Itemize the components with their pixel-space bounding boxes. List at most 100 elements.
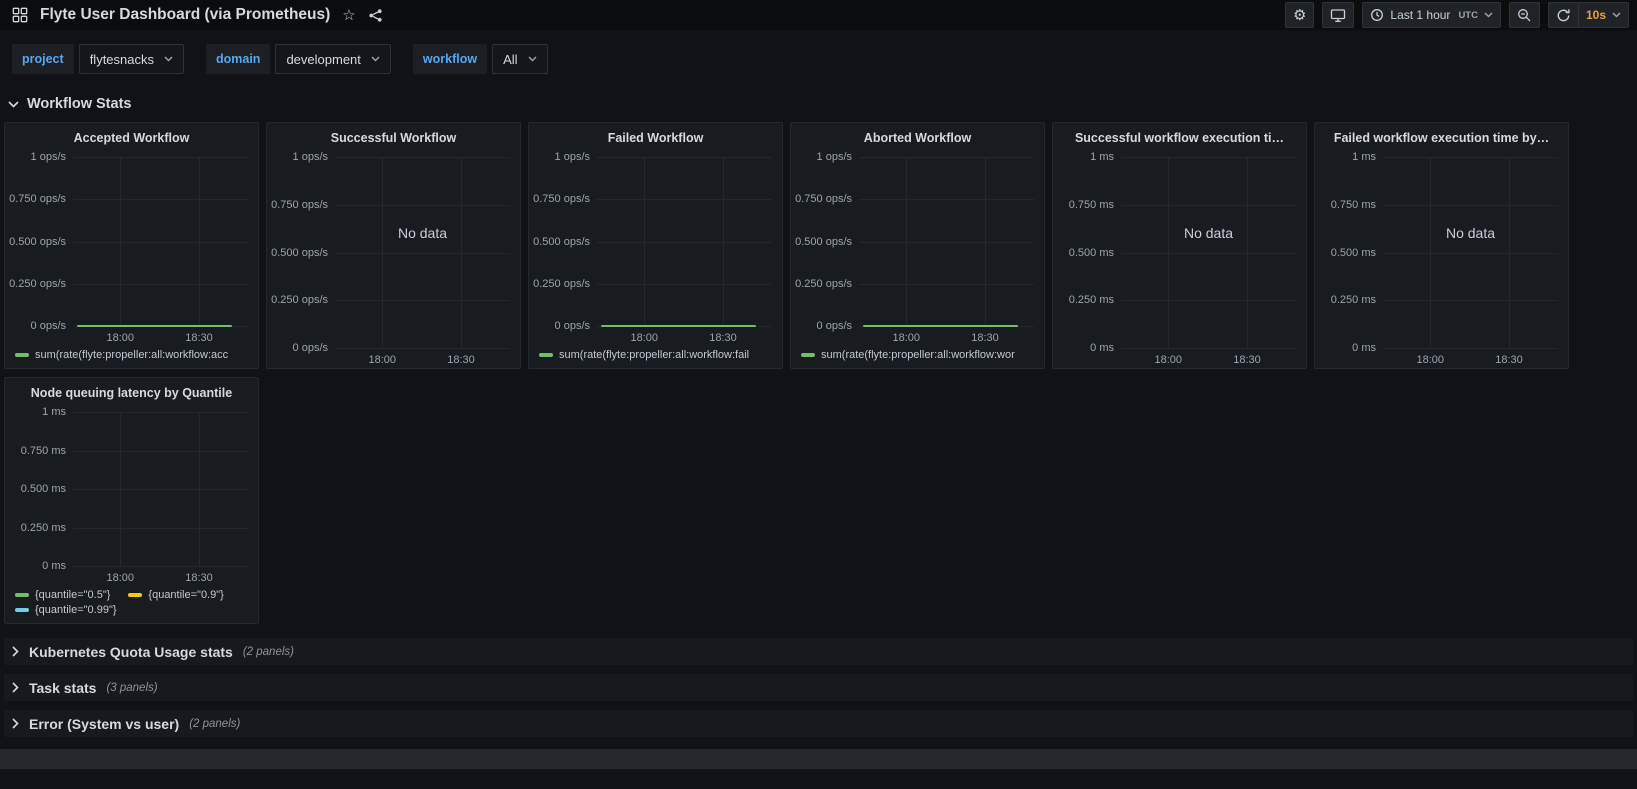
legend-color-swatch <box>801 353 815 357</box>
y-tick-label: 0.250 ops/s <box>533 277 590 290</box>
panel-title[interactable]: Node queuing latency by Quantile <box>30 386 233 400</box>
legend-color-swatch <box>539 353 553 357</box>
refresh-button-group: 10s <box>1547 2 1629 28</box>
grid-line-v <box>1168 157 1170 348</box>
y-tick-label: 0.500 ops/s <box>533 235 590 248</box>
grid-line-v <box>1430 157 1432 348</box>
panel: Failed Workflow 1 ops/s 0.750 ops/s 0.500 o… <box>528 122 783 369</box>
x-tick-label: 18:00 <box>106 572 135 584</box>
panel-title[interactable]: Aborted Workflow <box>863 131 972 145</box>
panel-title[interactable]: Accepted Workflow <box>73 131 190 145</box>
x-tick-label: 18:30 <box>447 354 475 366</box>
grid-line-v <box>461 157 462 348</box>
panel: Aborted Workflow 1 ops/s 0.750 ops/s 0.500 … <box>790 122 1045 369</box>
timezone-label: UTC <box>1458 9 1478 21</box>
x-axis: 18:00 18:30 <box>335 348 510 368</box>
variable-label[interactable]: domain <box>206 44 271 74</box>
refresh-interval-picker[interactable]: 10s <box>1577 2 1629 28</box>
legend: sum(rate(flyte:propeller:all:workflow:ac… <box>5 346 258 368</box>
legend-label: {quantile="0.99"} <box>35 604 117 616</box>
zoom-out-button[interactable] <box>1508 2 1540 28</box>
dashboard-settings-button[interactable]: ⚙ <box>1284 2 1315 28</box>
row-task-stats[interactable]: Task stats (3 panels) <box>4 674 1633 701</box>
panel-title[interactable]: Successful Workflow <box>330 131 457 145</box>
variable-selected-value: flytesnacks <box>89 51 154 67</box>
y-tick-label: 0.250 ms <box>1068 294 1114 307</box>
plot-column: 18:00 18:30 <box>859 157 1034 346</box>
legend-label: sum(rate(flyte:propeller:all:workflow:wo… <box>821 349 1015 361</box>
x-tick-label: 18:00 <box>1416 354 1445 366</box>
grid-line-h <box>1383 157 1558 158</box>
variable-value-dropdown[interactable]: flytesnacks <box>78 44 184 74</box>
x-axis: 18:00 18:30 <box>859 326 1034 346</box>
grid-line-h <box>1121 157 1296 158</box>
grid-line-v <box>199 412 200 566</box>
grid-line-h <box>1121 252 1296 254</box>
variable-label[interactable]: project <box>12 44 74 74</box>
legend: sum(rate(flyte:propeller:all:workflow:wo… <box>791 346 1044 368</box>
chevron-right-icon <box>12 646 19 657</box>
y-tick-label: 1 ops/s <box>816 151 852 163</box>
cycle-view-mode-button[interactable] <box>1322 2 1355 28</box>
y-tick-label: 0 ops/s <box>816 320 852 332</box>
chart-area: 1 ms 0.750 ms 0.500 ms 0.250 ms 0 ms 18:00 18:… <box>5 404 258 586</box>
variable-value-dropdown[interactable]: development <box>275 44 391 74</box>
legend-item[interactable]: {quantile="0.99"} <box>15 604 117 616</box>
y-tick-label: 0 ms <box>1090 342 1114 354</box>
share-icon[interactable] <box>368 8 383 23</box>
y-axis: 1 ms 0.750 ms 0.500 ms 0.250 ms 0 ms <box>1059 151 1121 368</box>
legend-label: sum(rate(flyte:propeller:all:workflow:fa… <box>559 349 750 361</box>
legend-item[interactable]: {quantile="0.5"} <box>15 589 110 601</box>
x-tick-label: 18:30 <box>185 332 213 344</box>
legend-item[interactable]: sum(rate(flyte:propeller:all:workflow:fa… <box>539 349 749 361</box>
y-tick-label: 0 ops/s <box>292 342 328 354</box>
panel-title[interactable]: Successful workflow execution ti… <box>1074 131 1285 145</box>
variable-value-dropdown[interactable]: All <box>492 44 548 74</box>
plot-column: 18:00 18:30 <box>73 412 248 586</box>
variable-label[interactable]: workflow <box>412 44 488 74</box>
row-error-system-vs-user[interactable]: Error (System vs user) (2 panels) <box>4 710 1633 737</box>
plot-column: 18:00 18:30 <box>73 157 248 346</box>
grid-line-h <box>1121 204 1296 206</box>
apps-grid-icon[interactable] <box>12 7 28 23</box>
grid-line-h <box>859 283 1034 285</box>
refresh-button[interactable] <box>1547 2 1579 28</box>
grid-line-h <box>73 489 248 490</box>
legend-color-swatch <box>15 608 29 612</box>
star-icon[interactable]: ☆ <box>342 6 356 24</box>
legend-item[interactable]: {quantile="0.9"} <box>128 589 224 601</box>
x-tick-label: 18:30 <box>185 572 213 584</box>
y-tick-label: 0.500 ms <box>1068 246 1114 259</box>
grid-line-h <box>1383 252 1558 254</box>
y-axis: 1 ms 0.750 ms 0.500 ms 0.250 ms 0 ms <box>1321 151 1383 368</box>
row-title: Kubernetes Quota Usage stats <box>29 643 233 660</box>
row-header-workflow-stats[interactable]: Workflow Stats <box>0 86 1637 120</box>
time-range-picker[interactable]: Last 1 hour UTC <box>1362 2 1501 28</box>
legend-item[interactable]: sum(rate(flyte:propeller:all:workflow:ac… <box>15 349 228 361</box>
row-panel-count: (2 panels) <box>242 645 294 658</box>
grid-line-v <box>985 157 986 326</box>
panel-title[interactable]: Failed workflow execution time by… <box>1333 131 1550 145</box>
legend-color-swatch <box>15 593 29 597</box>
chart-area: 1 ops/s 0.750 ops/s 0.500 ops/s 0.250 ops/s… <box>5 149 258 346</box>
y-axis: 1 ops/s 0.750 ops/s 0.500 ops/s 0.250 ops/s… <box>533 151 597 346</box>
clock-icon <box>1370 8 1384 22</box>
grid-line-h <box>859 199 1034 201</box>
x-tick-label: 18:00 <box>892 332 921 344</box>
legend-item[interactable]: sum(rate(flyte:propeller:all:workflow:wo… <box>801 349 1015 361</box>
y-axis-labels: 1 ms 0.750 ms 0.500 ms 0.250 ms 0 ms <box>1321 151 1383 354</box>
no-data-text: No data <box>397 225 448 242</box>
monitor-icon <box>1330 8 1346 23</box>
grid-line-v <box>906 157 908 326</box>
row-kubernetes-quota-usage-stats[interactable]: Kubernetes Quota Usage stats (2 panels) <box>4 638 1633 665</box>
y-tick-label: 0 ms <box>42 560 66 572</box>
y-tick-label: 0.250 ms <box>20 521 66 534</box>
panel-title[interactable]: Failed Workflow <box>607 131 704 145</box>
y-tick-label: 0.750 ops/s <box>271 198 328 211</box>
variable-project: project flytesnacks <box>12 44 184 74</box>
row-panel-count: (3 panels) <box>106 681 158 694</box>
x-tick-label: 18:30 <box>971 332 999 344</box>
legend-color-swatch <box>15 353 29 357</box>
y-tick-label: 0.750 ms <box>20 444 66 457</box>
y-axis: 1 ops/s 0.750 ops/s 0.500 ops/s 0.250 ops/s… <box>271 151 335 368</box>
